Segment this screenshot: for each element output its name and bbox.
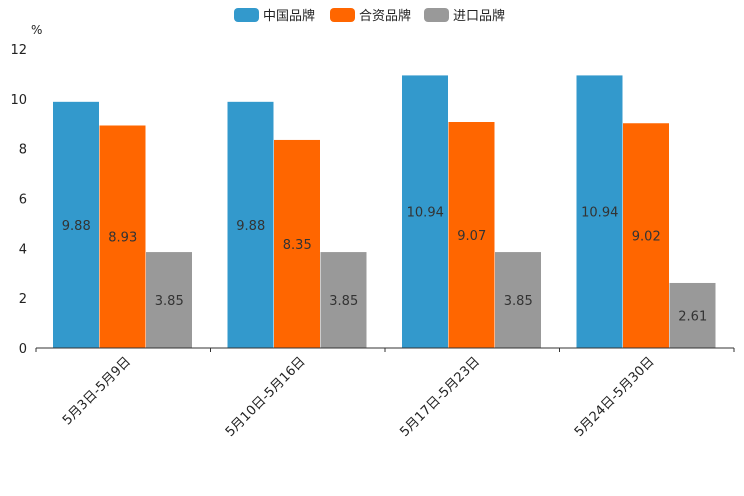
bar [274, 139, 320, 348]
bar [53, 101, 99, 348]
legend-swatch[interactable] [424, 8, 449, 22]
data-label: 2.61 [678, 309, 707, 324]
y-tick-label: 10 [10, 93, 27, 108]
bar [495, 252, 541, 348]
data-label: 8.93 [108, 231, 137, 246]
bar [576, 75, 623, 348]
legend-swatch[interactable] [234, 8, 259, 22]
x-tick-label: 5月3日-5月9日 [60, 354, 134, 428]
data-label: 9.07 [457, 229, 486, 244]
bar [402, 75, 448, 348]
data-label: 3.85 [329, 294, 358, 309]
bar [669, 282, 716, 348]
bar [146, 252, 192, 348]
legend-swatch[interactable] [330, 8, 355, 22]
legend-label[interactable]: 进口品牌 [453, 8, 505, 24]
legend-label[interactable]: 中国品牌 [263, 8, 315, 24]
data-label: 3.85 [504, 294, 533, 309]
y-axis-unit: % [31, 23, 42, 37]
bar [99, 125, 146, 348]
data-label: 10.94 [407, 206, 444, 221]
bar [320, 252, 367, 348]
y-tick-label: 12 [10, 43, 27, 58]
legend: 中国品牌 合资品牌 进口品牌 [234, 8, 505, 24]
x-axis: 5月3日-5月9日 5月10日-5月16日 5月17日-5月23日 5月24日-5月3… [35, 348, 735, 440]
y-tick-label: 6 [19, 193, 27, 208]
x-tick-label: 5月24日-5月30日 [572, 354, 658, 440]
data-label: 9.88 [236, 219, 265, 234]
data-label: 10.94 [581, 206, 618, 221]
data-label: 9.88 [62, 219, 91, 234]
data-label: 9.02 [632, 230, 661, 245]
bars [53, 75, 716, 349]
y-axis: 0 2 4 6 8 10 12 [10, 43, 27, 357]
y-tick-label: 8 [19, 143, 27, 158]
value-labels: 9.88 8.93 3.85 9.88 8.35 3.85 10.94 9.07 3.85 10.… [62, 206, 707, 325]
y-tick-label: 0 [19, 342, 27, 357]
data-label: 8.35 [283, 238, 312, 253]
x-tick-label: 5月10日-5月16日 [223, 354, 309, 440]
y-tick-label: 4 [19, 242, 27, 257]
bar [623, 123, 669, 348]
x-tick-label: 5月17日-5月23日 [397, 354, 483, 440]
bar [227, 101, 274, 348]
data-label: 3.85 [155, 294, 184, 309]
bar [448, 122, 495, 349]
legend-label[interactable]: 合资品牌 [359, 8, 411, 24]
y-tick-label: 2 [19, 292, 27, 307]
